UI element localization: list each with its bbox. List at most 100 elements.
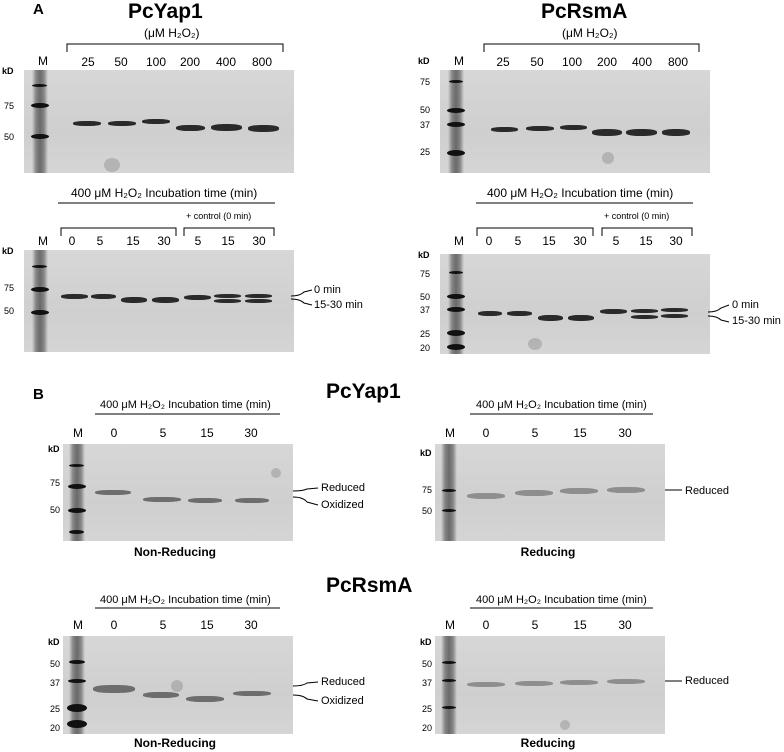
b-yap1-r-caption: Reducing: [520, 545, 576, 559]
gel-rsma-concentration: [440, 70, 710, 173]
b-yap1-reduced-label: Reduced: [321, 482, 366, 494]
gel-b-rsma-non-reducing: [63, 636, 293, 734]
b-rsma-r-time-15: 15: [573, 618, 587, 632]
b-rsma-nr-time-15: 15: [200, 618, 214, 632]
b-rsma-r-time-0: 0: [482, 618, 490, 632]
b-rsma-r-ladder: M: [445, 618, 455, 632]
b-yap1-r-reduced-label: Reduced: [685, 485, 730, 497]
yap1-time-15: 15: [126, 234, 140, 248]
b-rsma-r-time-30: 30: [618, 618, 632, 632]
rsma-ctrl-15: 15: [639, 234, 653, 248]
yap1-top-kd: kD: [2, 66, 14, 76]
panel-a-yap1-conc-header: (μM H₂O₂): [144, 26, 200, 40]
rsma-bottom-marker-20: 20: [420, 343, 431, 353]
yap1-time-5: 5: [96, 234, 104, 248]
yap1-time-ladder: M: [38, 234, 48, 248]
b-yap1-nr-time-15: 15: [200, 426, 214, 440]
b-rsma-r-time-header: 400 μM H₂O₂ Incubation time (min): [476, 594, 647, 606]
yap1-bottom-marker-75: 75: [4, 283, 15, 293]
yap1-top-marker-50: 50: [4, 132, 15, 142]
b-rsma-r-reduced-label: Reduced: [685, 675, 730, 687]
b-rsma-nr-marker-37: 37: [50, 678, 61, 688]
yap1-ctrl-5: 5: [194, 234, 202, 248]
b-rsma-nr-ladder: M: [73, 618, 83, 632]
b-rsma-nr-time-header: 400 μM H₂O₂ Incubation time (min): [100, 594, 271, 606]
b-rsma-nr-marker-50: 50: [50, 659, 61, 669]
rsma-top-marker-50: 50: [420, 105, 431, 115]
rsma-conc-50: 50: [530, 55, 544, 69]
rsma-time-30: 30: [573, 234, 587, 248]
rsma-ladder-label: M: [454, 54, 464, 68]
gel-yap1-time: [24, 250, 294, 352]
yap1-conc-25: 25: [81, 55, 95, 69]
yap1-band-0min: 0 min: [314, 284, 341, 296]
b-rsma-nr-caption: Non-Reducing: [134, 736, 216, 750]
rsma-top-marker-25: 25: [420, 147, 431, 157]
b-yap1-r-kd: kD: [420, 448, 432, 458]
rsma-bottom-marker-37: 37: [420, 305, 431, 315]
rsma-ctrl-5: 5: [612, 234, 620, 248]
gel-b-yap1-reducing: [435, 444, 665, 541]
b-yap1-nr-caption: Non-Reducing: [134, 545, 216, 559]
b-yap1-nr-marker-75: 75: [50, 478, 61, 488]
rsma-bottom-marker-50: 50: [420, 292, 431, 302]
rsma-band-0min: 0 min: [732, 299, 759, 311]
b-rsma-nr-kd: kD: [48, 637, 60, 647]
b-yap1-nr-time-5: 5: [159, 426, 167, 440]
b-yap1-nr-marker-50: 50: [50, 505, 61, 515]
b-yap1-nr-kd: kD: [48, 444, 60, 454]
rsma-conc-400: 400: [631, 55, 653, 69]
rsma-top-kd: kD: [418, 56, 430, 66]
b-yap1-nr-time-header: 400 μM H₂O₂ Incubation time (min): [100, 399, 271, 411]
rsma-time-header: 400 μM H₂O₂ Incubation time (min): [487, 186, 674, 200]
yap1-ctrl-30: 30: [252, 234, 266, 248]
b-yap1-nr-time-0: 0: [110, 426, 118, 440]
b-rsma-reduced-label: Reduced: [321, 676, 366, 688]
b-yap1-r-marker-75: 75: [422, 485, 433, 495]
b-rsma-nr-time-30: 30: [244, 618, 258, 632]
gel-b-yap1-non-reducing: [63, 444, 293, 541]
rsma-conc-800: 800: [667, 55, 689, 69]
rsma-time-15: 15: [542, 234, 556, 248]
b-yap1-r-ladder: M: [445, 426, 455, 440]
b-yap1-r-time-30: 30: [618, 426, 632, 440]
panel-a-rsma-title: PcRsmA: [541, 0, 628, 23]
gel-rsma-time: [440, 254, 710, 354]
b-rsma-r-marker-20: 20: [422, 723, 433, 733]
b-yap1-oxidized-label: Oxidized: [321, 499, 364, 511]
rsma-ctrl-30: 30: [669, 234, 683, 248]
rsma-time-0: 0: [485, 234, 493, 248]
yap1-conc-200: 200: [179, 55, 201, 69]
b-rsma-r-time-5: 5: [531, 618, 539, 632]
panel-b-label: B: [33, 386, 44, 403]
yap1-control-label: + control (0 min): [186, 211, 252, 221]
b-yap1-nr-time-30: 30: [244, 426, 258, 440]
b-yap1-r-time-0: 0: [482, 426, 490, 440]
b-yap1-r-time-15: 15: [573, 426, 587, 440]
yap1-time-header: 400 μM H₂O₂ Incubation time (min): [71, 186, 258, 200]
b-rsma-r-marker-37: 37: [422, 678, 433, 688]
gel-b-rsma-reducing: [435, 636, 665, 734]
panel-a-label: A: [33, 1, 44, 18]
yap1-conc-50: 50: [114, 55, 128, 69]
b-rsma-r-caption: Reducing: [520, 736, 576, 750]
yap1-conc-800: 800: [251, 55, 273, 69]
rsma-band-15-30min: 15-30 min: [732, 315, 781, 327]
yap1-ladder-label: M: [38, 54, 48, 68]
rsma-conc-200: 200: [596, 55, 618, 69]
yap1-top-marker-75: 75: [4, 101, 15, 111]
b-rsma-nr-time-0: 0: [110, 618, 118, 632]
yap1-bottom-marker-50: 50: [4, 306, 15, 316]
b-rsma-r-marker-25: 25: [422, 704, 433, 714]
yap1-conc-100: 100: [145, 55, 167, 69]
rsma-top-marker-37: 37: [420, 120, 431, 130]
b-rsma-nr-marker-25: 25: [50, 704, 61, 714]
rsma-bottom-marker-25: 25: [420, 329, 431, 339]
b-rsma-r-marker-50: 50: [422, 659, 433, 669]
yap1-ctrl-15: 15: [221, 234, 235, 248]
b-rsma-r-kd: kD: [420, 637, 432, 647]
rsma-bottom-kd: kD: [418, 250, 430, 260]
rsma-time-ladder: M: [454, 234, 464, 248]
rsma-conc-25: 25: [496, 55, 510, 69]
